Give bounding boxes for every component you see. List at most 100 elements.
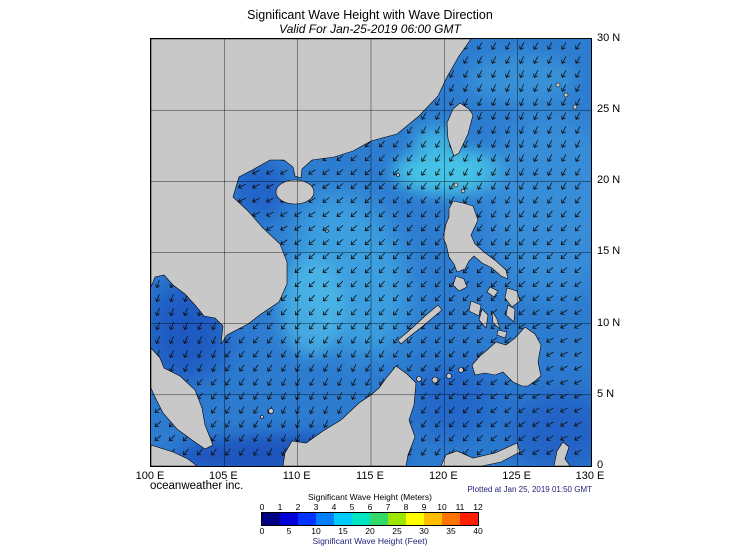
wave-arrow [546, 351, 554, 357]
wave-arrow [407, 168, 413, 176]
wave-arrow [491, 112, 497, 121]
wave-arrow [532, 323, 540, 329]
wave-arrow [322, 183, 330, 189]
wave-arrow [462, 350, 470, 358]
wave-arrow [350, 183, 358, 190]
wave-arrow [434, 280, 441, 288]
y-tick-label: 0 [597, 458, 604, 471]
wave-arrow [435, 364, 441, 372]
wave-arrow [561, 98, 567, 106]
x-tick-label: 110 E [282, 470, 311, 482]
wave-arrow [183, 308, 189, 317]
wave-arrow [420, 266, 427, 274]
colorbar-segment [334, 513, 352, 525]
wave-arrow [435, 406, 441, 414]
wave-arrow [434, 294, 441, 302]
wave-arrow [547, 224, 553, 232]
meters-tick-label: 4 [331, 502, 337, 512]
wave-arrow [350, 252, 358, 260]
valid-time-subtitle: Valid For Jan-25-2019 06:00 GMT [279, 22, 461, 36]
wave-arrow [351, 392, 357, 400]
wave-arrow [463, 140, 469, 148]
grid-layer [151, 39, 591, 466]
wave-arrow [449, 154, 455, 162]
wave-arrow [505, 154, 511, 162]
wave-arrow [379, 350, 385, 358]
meters-tick-label: 0 [259, 502, 265, 512]
wave-arrow [295, 434, 300, 442]
wave-arrow [309, 364, 315, 372]
wave-arrow [463, 84, 469, 92]
wave-arrow [336, 155, 344, 161]
wave-arrow [169, 308, 175, 317]
wave-arrow [183, 364, 188, 373]
wave-arrow [462, 308, 470, 316]
wave-arrow [449, 84, 455, 92]
x-tick-label: 115 E [356, 470, 384, 482]
wave-arrow [322, 253, 330, 260]
wave-arrow [575, 70, 581, 78]
wave-arrow [449, 434, 455, 442]
wave-arrow [491, 196, 497, 204]
wave-arrow [322, 211, 330, 217]
meters-tick-label: 10 [437, 502, 447, 512]
meters-tick-labels: 0 1 2 3 4 5 6 7 8 9 10 11 12 [253, 502, 487, 512]
wave-arrow [239, 378, 245, 386]
wave-arrow [323, 308, 329, 316]
y-tick-label: 30 N [597, 32, 621, 44]
wave-arrow [448, 364, 455, 372]
wave-arrow [197, 364, 202, 373]
wave-arrow [421, 238, 427, 246]
landmass-cebu [491, 310, 501, 330]
wave-arrow [463, 154, 469, 162]
wave-arrow [519, 154, 525, 162]
wave-arrow [575, 140, 581, 148]
wave-arrow [225, 434, 231, 442]
wave-arrow [462, 294, 470, 302]
wave-arrow [476, 420, 484, 428]
map-frame [150, 38, 592, 467]
wave-arrow [281, 392, 287, 400]
wave-arrow [505, 98, 511, 107]
wave-arrow [309, 420, 314, 429]
wave-arrow [505, 56, 511, 64]
wave-arrow [533, 210, 539, 218]
wave-arrow [574, 267, 582, 273]
wave-arrow [253, 406, 259, 414]
wave-arrow [560, 252, 568, 260]
wave-arrow [407, 364, 413, 372]
credit-text: oceanweather inc. [150, 480, 244, 492]
wave-arrow [421, 154, 427, 162]
meters-tick-label: 7 [385, 502, 391, 512]
wave-arrow [253, 336, 259, 344]
wave-arrow [561, 196, 567, 204]
wave-arrow [560, 407, 568, 413]
wave-arrow [337, 350, 343, 358]
wave-arrow [449, 98, 455, 106]
wave-arrow [519, 112, 525, 121]
wave-arrow [547, 140, 553, 148]
wave-arrow [434, 266, 441, 274]
wave-arrow [322, 294, 329, 302]
calm-patch-gulf-of-tonkin [235, 161, 287, 217]
wave-arrow [392, 280, 399, 288]
wave-arrow [462, 420, 469, 428]
wave-arrow [477, 154, 483, 162]
wave-arrow [519, 168, 525, 176]
wave-arrow [505, 182, 511, 190]
wave-arrow [322, 280, 330, 288]
wave-arrow [155, 294, 161, 303]
wave-arrow [281, 434, 287, 442]
wave-arrow [575, 196, 581, 204]
wave-arrow [309, 336, 315, 344]
wave-arrow [421, 168, 427, 176]
wave-arrow [393, 350, 399, 358]
wave-arrow [323, 336, 329, 344]
wave-arrow [463, 182, 469, 190]
island-natuna-2 [260, 415, 264, 419]
wave-arrow [574, 295, 582, 301]
wave-arrow [351, 294, 357, 302]
wave-arrow [351, 308, 357, 316]
wave-arrow [533, 224, 539, 232]
